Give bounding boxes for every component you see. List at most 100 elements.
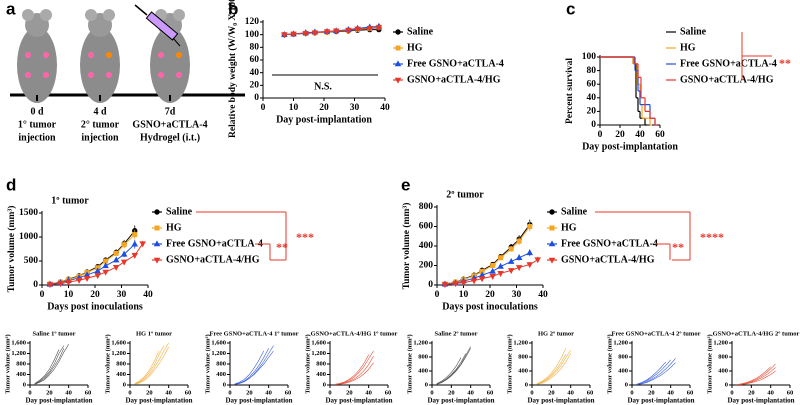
y-tick-label: 100 [245, 30, 260, 40]
y-tick-label: 1,200 [413, 339, 428, 346]
marker [57, 281, 64, 288]
x-tick-label: 60 [285, 389, 292, 396]
series-line [134, 345, 165, 385]
marker [527, 224, 533, 229]
chart-title: Saline 2º tumor [435, 330, 478, 337]
chart-title: HG 1º tumor [136, 330, 172, 337]
series-line [636, 359, 671, 385]
series-line [736, 370, 776, 386]
annotation: N.S. [314, 81, 332, 92]
y-tick-label: 1,200 [211, 350, 226, 357]
chart-title: 1º tumor [51, 195, 89, 206]
marker [75, 277, 83, 284]
chart: 0 20 40 60 80 100 120 0 10 20 30 40 Day post-implant… [227, 0, 504, 138]
schematic: 0 d 1° tumor injection 4 d 2° tumor inje… [10, 4, 245, 143]
y-tick-label: 800 [316, 360, 326, 367]
panel-label: c [566, 0, 575, 18]
y-tick-label: 400 [16, 371, 26, 378]
y-tick-label: 0 [725, 381, 728, 388]
series-line [49, 243, 136, 285]
x-tick-label: 40 [165, 389, 172, 396]
step-label: 1° tumor [18, 119, 57, 130]
y-axis-label: Tumor volume (mm³) [204, 334, 211, 393]
marker [290, 31, 297, 38]
marker [311, 30, 319, 37]
x-tick-label: 30 [350, 103, 360, 113]
panel-label: b [228, 0, 238, 18]
series-line [536, 348, 567, 385]
x-tick-label: 0 [435, 290, 440, 300]
series-line [234, 350, 274, 385]
y-tick-label: 0 [123, 381, 126, 388]
y-axis-label: Tumor volume (mm³) [4, 334, 11, 393]
annotation: ** [779, 56, 791, 70]
marker [102, 269, 109, 276]
y-tick-label: 0 [428, 280, 433, 290]
x-axis-label: Day post-implantation [727, 397, 794, 405]
y-tick-label: 1,200 [713, 339, 728, 346]
series-line [444, 224, 531, 285]
x-tick-label: 20 [648, 389, 655, 396]
x-tick-label: 20 [319, 103, 329, 113]
legend-marker [153, 240, 161, 247]
step-label: injection [81, 132, 119, 143]
legend-marker [549, 209, 555, 215]
x-tick-label: 60 [587, 389, 594, 396]
y-tick-label: 80 [587, 66, 597, 76]
series-line [34, 344, 69, 385]
marker [460, 280, 467, 287]
y-tick-label: 1,600 [211, 339, 226, 346]
y-axis-label: Tumor volume (mm³) [606, 334, 613, 393]
legend-label: Free GSNO+aCTLA-4 [680, 58, 777, 69]
marker [281, 32, 288, 39]
y-tick-label: 1,200 [111, 350, 126, 357]
x-tick-label: 0 [328, 389, 331, 396]
marker [323, 29, 331, 36]
x-tick-label: 10 [64, 290, 74, 300]
y-tick-label: 40 [250, 68, 260, 78]
series-line [34, 345, 65, 384]
x-tick-label: 40 [143, 290, 153, 300]
y-tick-label: 0 [525, 381, 528, 388]
marker [46, 282, 54, 289]
marker [507, 257, 515, 264]
legend-label: GSNO+aCTLA-4/HG [680, 74, 774, 85]
marker [94, 273, 101, 280]
series-line [436, 346, 471, 385]
marker [354, 26, 361, 33]
marker [302, 31, 309, 38]
x-axis-label: Day post-implantation [25, 397, 92, 405]
mouse [17, 9, 57, 103]
legend-label: HG [166, 222, 182, 233]
marker [113, 250, 119, 256]
chart-title: GSNO+aCTLA-4/HG 1º tumor [311, 330, 398, 337]
y-tick-label: 800 [418, 353, 428, 360]
y-axis-label: Relative body weight (W/W₀ X 100 %) [227, 0, 238, 138]
x-axis-label: Day post-implantation [125, 397, 192, 405]
x-tick-label: 40 [365, 389, 372, 396]
y-tick-label: 1,600 [11, 339, 26, 346]
y-tick-label: 400 [618, 367, 628, 374]
series-line [134, 350, 160, 384]
y-tick-label: 400 [316, 371, 326, 378]
marker [120, 250, 128, 257]
y-tick-label: 400 [419, 241, 434, 251]
series-line [234, 350, 265, 385]
series-line [334, 355, 374, 385]
y-tick-label: 800 [618, 353, 628, 360]
y-tick-label: 400 [116, 371, 126, 378]
chart-title: 2º tumor [446, 189, 484, 200]
legend-marker [153, 257, 161, 264]
x-tick-label: 20 [346, 389, 353, 396]
y-tick-label: 0 [323, 381, 326, 388]
x-tick-label: 40 [538, 290, 548, 300]
x-tick-label: 40 [767, 389, 774, 396]
y-tick-label: 1,200 [513, 339, 528, 346]
y-axis-label: Tumor volume (mm³) [104, 334, 111, 393]
y-tick-label: 1,200 [613, 339, 628, 346]
marker [470, 278, 478, 285]
marker [366, 26, 373, 32]
